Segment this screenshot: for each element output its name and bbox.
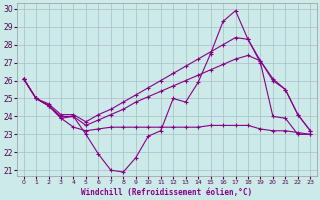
X-axis label: Windchill (Refroidissement éolien,°C): Windchill (Refroidissement éolien,°C) xyxy=(81,188,252,197)
